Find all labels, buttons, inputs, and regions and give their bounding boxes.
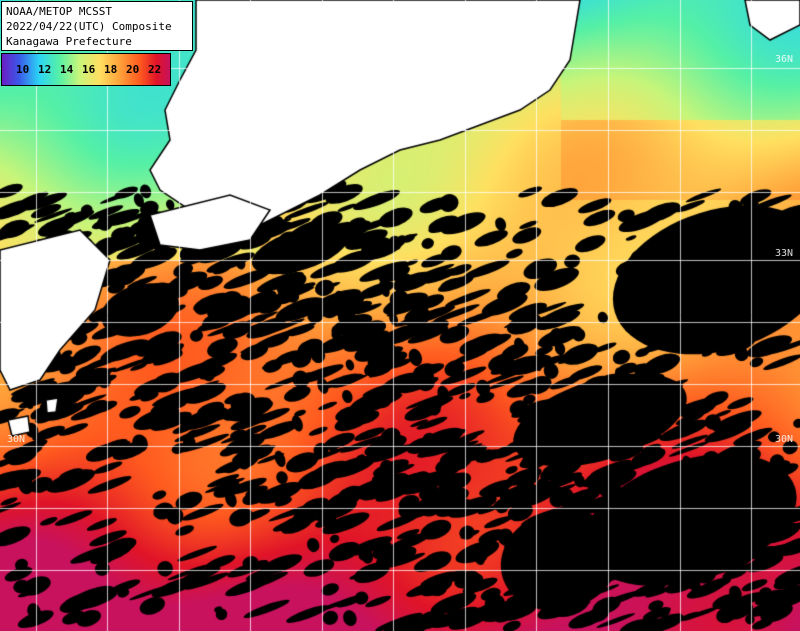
longitude-label-144e: 144E bbox=[751, 2, 762, 27]
legend-tick-20: 20 bbox=[126, 63, 140, 76]
latitude-label-33n-right: 33N bbox=[775, 248, 794, 259]
longitude-label-138e: 138E bbox=[322, 2, 333, 27]
legend-tick-12: 12 bbox=[38, 63, 52, 76]
legend-tick-16: 16 bbox=[82, 63, 96, 76]
title-line-2: 2022/04/22(UTC) Composite bbox=[6, 20, 172, 33]
legend-tick-22: 22 bbox=[148, 63, 162, 76]
legend-tick-14: 14 bbox=[60, 63, 74, 76]
latitude-label-36n-right: 36N bbox=[775, 54, 794, 65]
title-line-1: NOAA/METOP MCSST bbox=[6, 5, 112, 18]
temperature-legend: 10 12 14 16 18 20 22 bbox=[1, 53, 171, 86]
latitude-label-30n-right: 30N bbox=[775, 434, 794, 445]
title-line-3: Kanagawa Prefecture bbox=[6, 35, 132, 48]
latitude-label-30n-left: 30N bbox=[7, 434, 26, 445]
legend-tick-10: 10 bbox=[16, 63, 30, 76]
title-box: NOAA/METOP MCSST 2022/04/22(UTC) Composi… bbox=[1, 1, 193, 51]
legend-tick-18: 18 bbox=[104, 63, 118, 76]
